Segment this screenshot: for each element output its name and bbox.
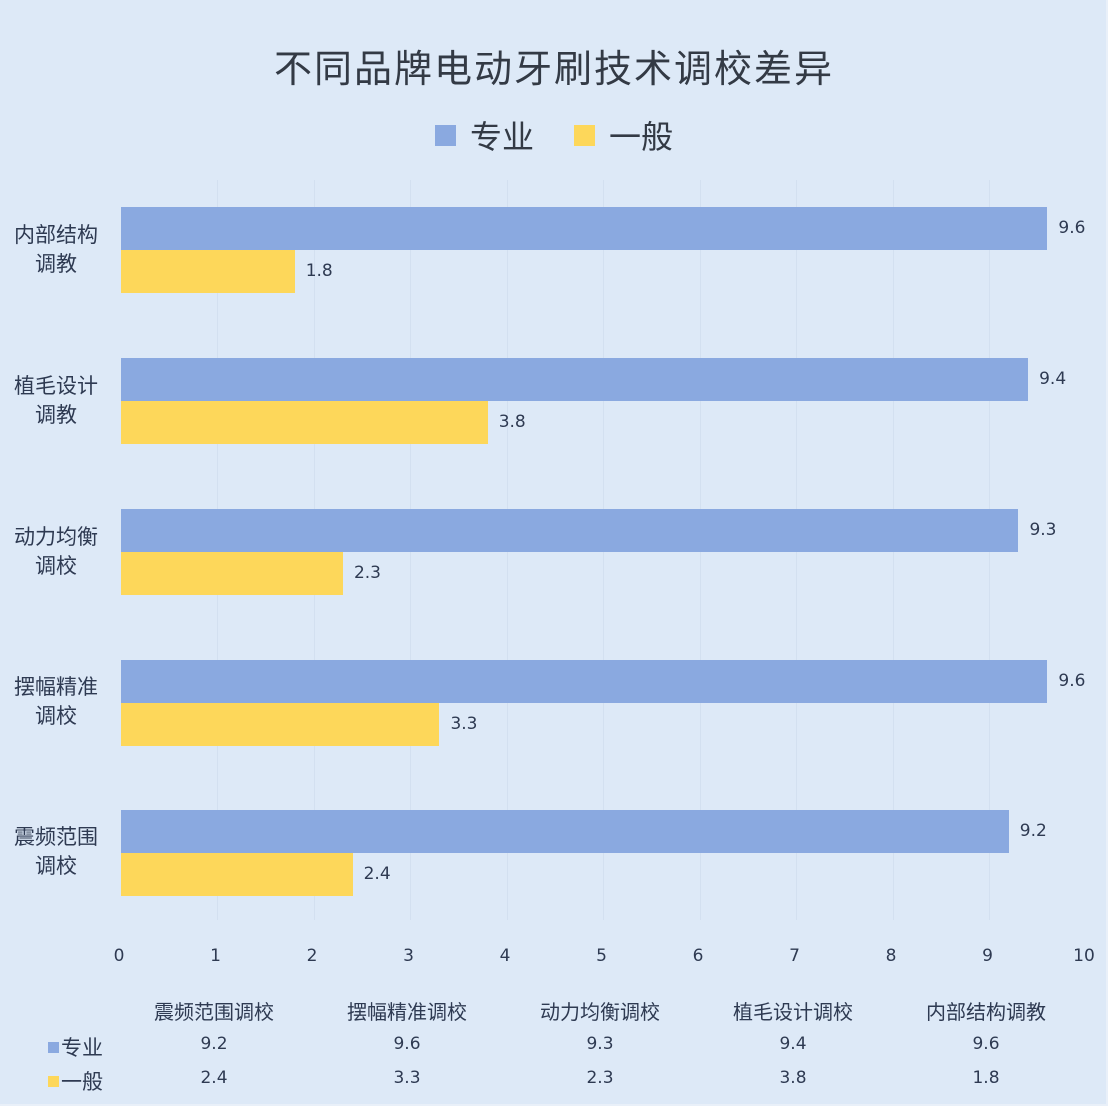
data-label: 1.8 bbox=[305, 261, 333, 281]
data-table-column-header: 内部结构调教 bbox=[926, 1000, 1046, 1024]
category-label: 植毛设计 调教 bbox=[4, 372, 108, 430]
data-table-cell: 9.6 bbox=[393, 1034, 421, 1054]
data-table-cell: 2.3 bbox=[586, 1068, 614, 1088]
legend-label-pro: 专业 bbox=[469, 118, 534, 156]
data-label: 3.3 bbox=[450, 714, 478, 734]
data-table-cell: 9.6 bbox=[972, 1034, 1000, 1054]
category-label: 摆幅精准 调校 bbox=[4, 673, 108, 731]
x-tick-label: 9 bbox=[982, 946, 993, 966]
data-table-series-label: 一般 bbox=[48, 1066, 103, 1096]
chart-title: 不同品牌电动牙刷技术调校差异 bbox=[273, 47, 834, 91]
x-tick-label: 7 bbox=[789, 946, 800, 966]
bar-general bbox=[121, 703, 440, 746]
category-label-line: 动力均衡 bbox=[14, 525, 98, 549]
data-table-cell: 1.8 bbox=[972, 1068, 1000, 1088]
series-swatch-pro bbox=[48, 1041, 59, 1053]
bar-pro bbox=[121, 207, 1048, 250]
bar-pro bbox=[121, 660, 1048, 703]
data-label: 9.6 bbox=[1058, 218, 1086, 238]
data-table-header: 震频范围调校 摆幅精准调校 动力均衡调校 植毛设计调校 内部结构调教 bbox=[0, 992, 1108, 1026]
category-label: 震频范围 调校 bbox=[4, 823, 108, 881]
data-table-cell: 3.3 bbox=[393, 1068, 421, 1088]
x-tick-label: 6 bbox=[692, 946, 704, 966]
data-label: 2.3 bbox=[353, 563, 381, 583]
category-label-line: 调校 bbox=[35, 554, 77, 578]
x-tick-label: 5 bbox=[596, 946, 607, 966]
x-tick-label: 2 bbox=[306, 946, 318, 966]
x-tick-label: 10 bbox=[1073, 946, 1095, 966]
category-label-line: 内部结构 bbox=[14, 223, 98, 247]
series-name: 专业 bbox=[61, 1036, 103, 1060]
category-label-line: 调校 bbox=[35, 704, 77, 728]
data-label: 9.6 bbox=[1058, 671, 1086, 691]
data-table-cell: 2.4 bbox=[200, 1068, 228, 1088]
data-table-cell: 9.4 bbox=[779, 1034, 807, 1054]
category-label-line: 调教 bbox=[35, 403, 77, 427]
category-label-line: 调校 bbox=[35, 854, 77, 878]
legend: 专业 一般 bbox=[0, 112, 1108, 158]
data-label: 9.2 bbox=[1019, 821, 1047, 841]
data-label: 9.3 bbox=[1029, 520, 1057, 540]
bar-general bbox=[121, 853, 353, 896]
bar-pro bbox=[121, 810, 1009, 853]
x-tick-label: 1 bbox=[210, 946, 221, 966]
category-label: 内部结构 调教 bbox=[4, 221, 108, 279]
category-label-line: 震频范围 bbox=[14, 825, 98, 849]
data-label: 3.8 bbox=[498, 412, 526, 432]
legend-swatch-pro bbox=[434, 124, 456, 146]
data-table-cell: 9.3 bbox=[586, 1034, 614, 1054]
data-table-cell: 3.8 bbox=[779, 1068, 807, 1088]
legend-item-pro: 专业 bbox=[434, 112, 534, 158]
bar-pro bbox=[121, 358, 1029, 401]
legend-item-general: 一般 bbox=[574, 112, 673, 158]
bar-general bbox=[121, 401, 488, 444]
x-tick-label: 4 bbox=[499, 946, 511, 966]
data-table-row-general: 一般 2.4 3.3 2.3 3.8 1.8 bbox=[0, 1064, 1108, 1098]
series-name: 一般 bbox=[61, 1070, 103, 1094]
category-label-line: 植毛设计 bbox=[14, 374, 98, 398]
data-table-column-header: 植毛设计调校 bbox=[733, 1000, 853, 1024]
series-swatch-general bbox=[48, 1075, 59, 1087]
x-tick-label: 0 bbox=[113, 946, 125, 966]
data-table-row-pro: 专业 9.2 9.6 9.3 9.4 9.6 bbox=[0, 1030, 1108, 1064]
data-label: 2.4 bbox=[363, 864, 391, 884]
x-tick-label: 3 bbox=[403, 946, 414, 966]
x-tick-label: 8 bbox=[885, 946, 897, 966]
category-label-line: 调教 bbox=[35, 252, 77, 276]
data-table-column-header: 动力均衡调校 bbox=[540, 1000, 660, 1024]
category-label-line: 摆幅精准 bbox=[14, 675, 98, 699]
data-table-series-label: 专业 bbox=[48, 1032, 103, 1062]
bar-pro bbox=[121, 509, 1019, 552]
bar-general bbox=[121, 552, 343, 595]
data-table-column-header: 震频范围调校 bbox=[154, 1000, 274, 1024]
legend-swatch-general bbox=[574, 124, 595, 146]
category-label: 动力均衡 调校 bbox=[4, 523, 108, 581]
bar-general bbox=[121, 250, 295, 293]
data-label: 9.4 bbox=[1039, 369, 1067, 389]
data-table-column-header: 摆幅精准调校 bbox=[347, 1000, 467, 1024]
data-table-cell: 9.2 bbox=[200, 1034, 228, 1054]
legend-label-general: 一般 bbox=[609, 118, 674, 156]
